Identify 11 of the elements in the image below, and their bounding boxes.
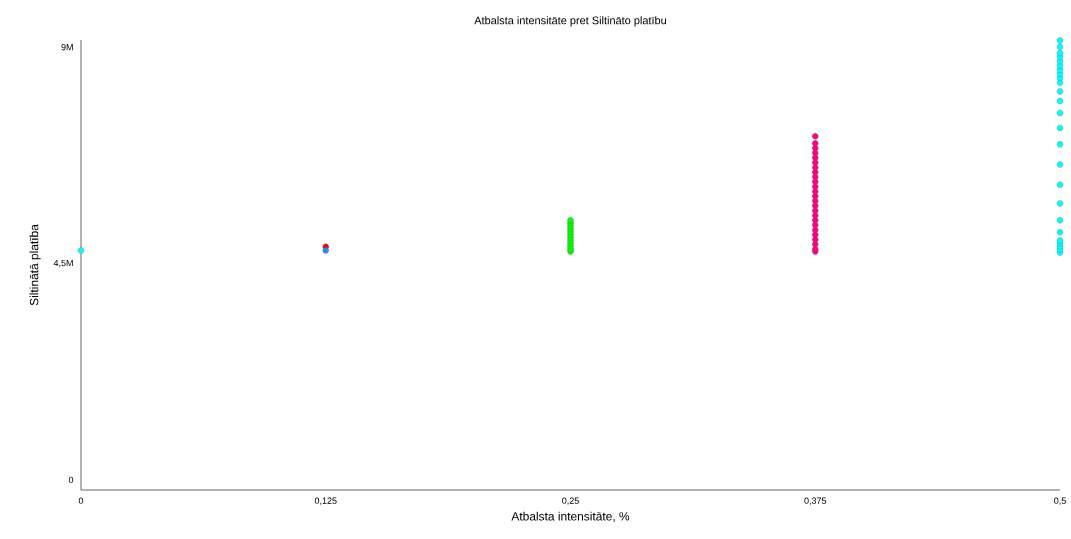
x-tick-label: 0 xyxy=(78,497,84,504)
y-tick-label: 0 xyxy=(68,476,74,484)
chart-title: Atbalsta intensitāte pret Siltināto platību xyxy=(474,16,666,27)
y-tick-label: 4,5M xyxy=(53,259,73,268)
x-tick-label: 0,25 xyxy=(562,497,579,505)
x-tick-label: 0,125 xyxy=(314,497,337,505)
y-tick-label: 9M xyxy=(61,44,73,51)
y-axis-title: Siltinātā platība xyxy=(29,224,41,306)
x-axis-title: Atbalsta intensitāte, % xyxy=(511,511,630,522)
x-tick-label: 0,375 xyxy=(804,497,827,505)
x-tick-label: 0,5 xyxy=(1054,497,1066,505)
